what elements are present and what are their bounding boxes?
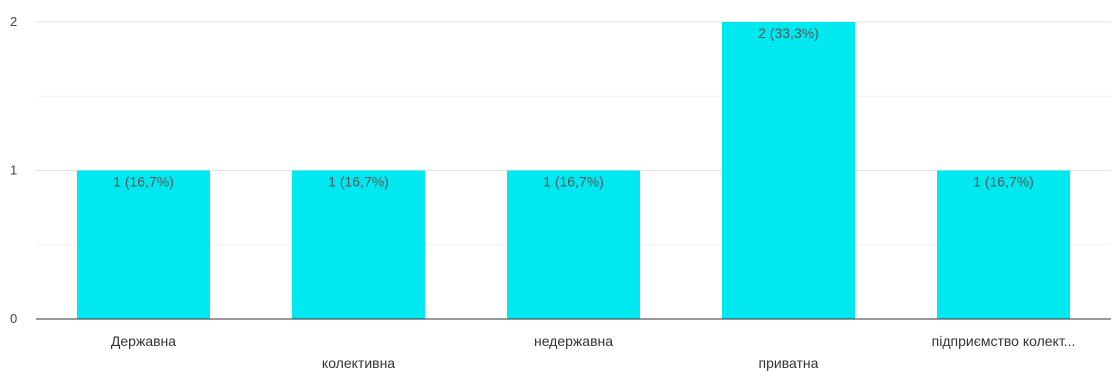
bars xyxy=(77,22,1070,319)
bar-data-label: 1 (16,7%) xyxy=(328,174,389,190)
bar xyxy=(937,170,1070,319)
x-category-label: Державна xyxy=(111,333,176,349)
y-tick-label: 0 xyxy=(10,311,17,326)
bar xyxy=(292,170,425,319)
data-labels: 1 (16,7%) 1 (16,7%) 1 (16,7%) 2 (33,3%) 1 (1… xyxy=(113,25,1034,190)
bar-data-label: 1 (16,7%) xyxy=(543,174,604,190)
x-category-label: недержавна xyxy=(534,333,613,349)
bar xyxy=(507,170,640,319)
y-axis-ticks: 0 1 2 xyxy=(10,14,17,326)
bar-data-label: 1 (16,7%) xyxy=(973,174,1034,190)
bar xyxy=(722,22,855,319)
y-tick-label: 1 xyxy=(10,163,17,178)
bar-data-label: 2 (33,3%) xyxy=(758,25,819,41)
bar xyxy=(77,170,210,319)
y-tick-label: 2 xyxy=(10,14,17,29)
x-category-label: підприємство колект... xyxy=(932,333,1076,349)
x-category-label: приватна xyxy=(759,355,819,371)
x-category-label: колективна xyxy=(322,355,395,371)
bar-data-label: 1 (16,7%) xyxy=(113,174,174,190)
x-axis-labels: Державна колективна недержавна приватна підп… xyxy=(111,333,1075,371)
